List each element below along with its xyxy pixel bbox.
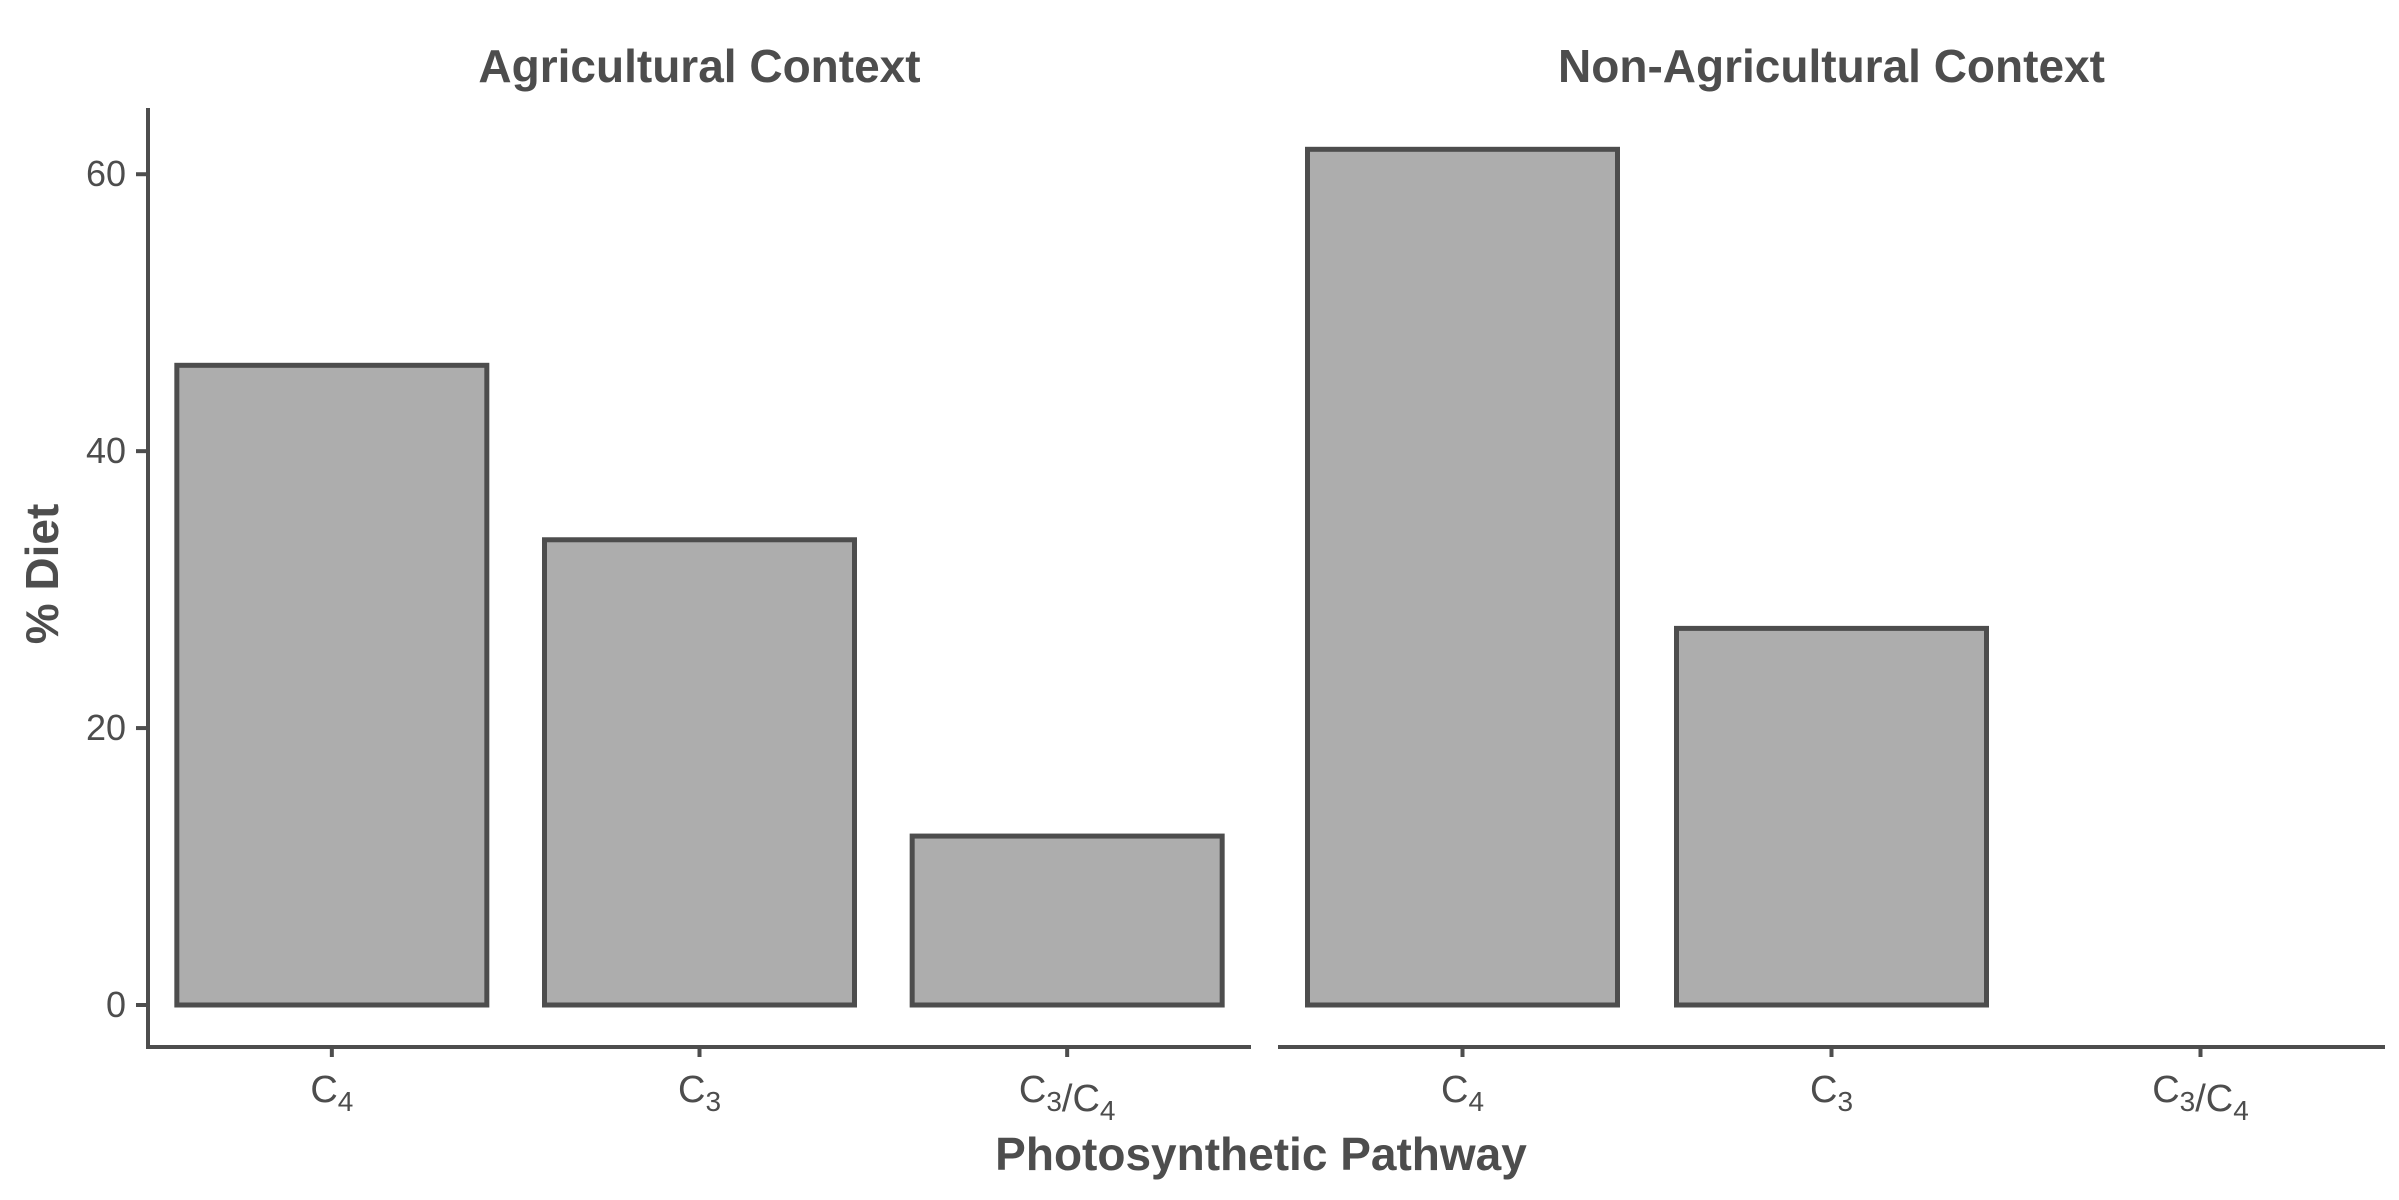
bar-c4-1 xyxy=(174,362,490,1008)
x-tick-label-c4: C4 xyxy=(1441,1069,1484,1117)
y-axis-title: % Diet xyxy=(16,504,68,645)
panel-2: Non-Agricultural Context C4 C3 C3/C4 xyxy=(1278,40,2385,1126)
x-tick-label-c3: C3 xyxy=(678,1069,721,1117)
bar-c3c4-1 xyxy=(909,833,1225,1008)
x-tick-label-c3c4: C3/C4 xyxy=(1019,1069,1116,1126)
y-axis: 0 20 40 60 xyxy=(86,108,150,1049)
x-tick-label-c3c4: C3/C4 xyxy=(2152,1069,2249,1126)
bar-c3-1 xyxy=(542,537,857,1008)
x-tick-label-c4: C4 xyxy=(310,1069,353,1117)
y-tick-label-20: 20 xyxy=(86,707,126,748)
y-tick-label-0: 0 xyxy=(106,984,126,1025)
x-tick-label-c3: C3 xyxy=(1810,1069,1853,1117)
bar-c4-2 xyxy=(1305,146,1620,1008)
panel-title-2: Non-Agricultural Context xyxy=(1558,40,2105,92)
x-axis-title: Photosynthetic Pathway xyxy=(995,1128,1527,1180)
y-tick-label-40: 40 xyxy=(86,430,126,471)
panel-1: Agricultural Context C4 C3 C3/C4 xyxy=(148,40,1251,1126)
bar-c3-2 xyxy=(1674,625,1989,1008)
panel-title-1: Agricultural Context xyxy=(478,40,920,92)
y-tick-label-60: 60 xyxy=(86,153,126,194)
